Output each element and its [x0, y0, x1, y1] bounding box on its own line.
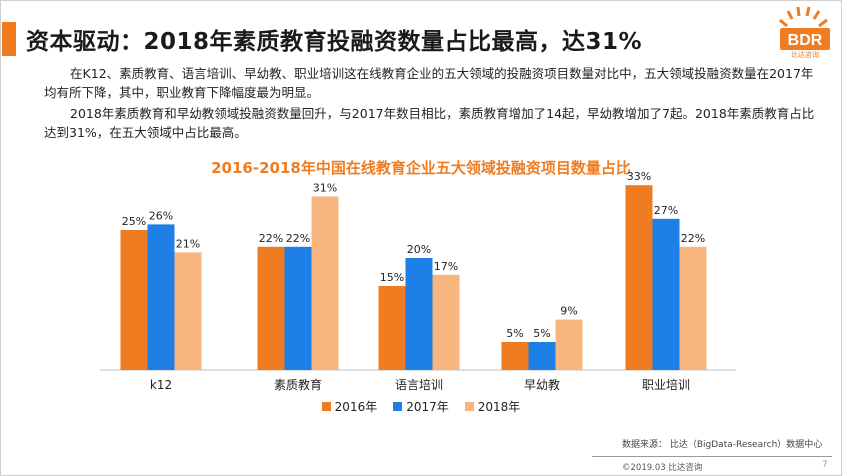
- data-label-2017年-早幼教: 5%: [533, 327, 550, 340]
- logo-text: BDR: [788, 32, 823, 49]
- data-label-2016年-语言培训: 15%: [380, 271, 404, 284]
- data-label-2018年-语言培训: 17%: [434, 260, 458, 273]
- legend-label-2017: 2017年: [406, 400, 449, 414]
- paragraph-2: 2018年素质教育和早幼教领域投融资数量回升，与2017年数目相比，素质教育增加…: [44, 106, 815, 140]
- bar-2017年-职业培训: [652, 218, 680, 370]
- chart-title: 2016-2018年中国在线教育企业五大领域投融资项目数量占比: [211, 159, 631, 177]
- title-accent-bar: [2, 22, 16, 56]
- data-label-2017年-职业培训: 27%: [654, 204, 678, 217]
- bar-2016年-素质教育: [257, 246, 285, 370]
- data-label-2018年-素质教育: 31%: [313, 181, 337, 194]
- bar-2017年-早幼教: [528, 342, 556, 370]
- data-label-2018年-早幼教: 9%: [560, 305, 577, 318]
- bar-2016年-k12: [120, 230, 148, 370]
- bar-2018年-素质教育: [311, 196, 339, 370]
- paragraph-1: 在K12、素质教育、语言培训、早幼教、职业培训这在线教育企业的五大领域的投融资项…: [44, 66, 814, 100]
- data-label-2017年-k12: 26%: [149, 209, 173, 222]
- legend-label-2018: 2018年: [477, 400, 521, 414]
- data-label-2016年-职业培训: 33%: [627, 170, 651, 183]
- data-label-2018年-职业培训: 22%: [681, 232, 705, 245]
- bar-2017年-语言培训: [405, 258, 433, 370]
- data-label-2017年-素质教育: 22%: [286, 232, 310, 245]
- chart-legend: 2016年 2017年 2018年: [0, 398, 842, 415]
- legend-swatch-2016: [321, 402, 331, 411]
- copyright: ©2019.03 比达咨询: [622, 463, 703, 473]
- data-source: 数据来源： 比达（BigData-Research）数据中心: [622, 440, 823, 450]
- bdr-logo: BDR 比达咨询: [779, 6, 830, 58]
- legend-swatch-2018: [464, 402, 474, 411]
- data-label-2017年-语言培训: 20%: [407, 243, 431, 256]
- category-label-k12: k12: [150, 378, 172, 392]
- logo-rays-icon: [779, 6, 828, 28]
- legend-label-2016: 2016年: [334, 400, 378, 414]
- bar-2018年-职业培训: [679, 246, 707, 370]
- legend-swatch-2017: [393, 402, 403, 411]
- category-label-职业培训: 职业培训: [642, 377, 690, 392]
- category-label-语言培训: 语言培训: [395, 377, 443, 392]
- bar-2016年-早幼教: [501, 342, 529, 370]
- data-label-2016年-早幼教: 5%: [506, 327, 523, 340]
- data-label-2016年-k12: 25%: [122, 215, 146, 228]
- category-label-早幼教: 早幼教: [524, 377, 560, 392]
- data-label-2018年-k12: 21%: [176, 237, 200, 250]
- category-label-素质教育: 素质教育: [274, 377, 322, 392]
- bar-2016年-职业培训: [625, 185, 653, 370]
- logo-subtext: 比达咨询: [791, 50, 819, 58]
- legend-item-2016: 2016年: [321, 398, 378, 415]
- footer-divider: [592, 456, 832, 457]
- bar-2018年-k12: [174, 252, 202, 370]
- bar-2018年-语言培训: [432, 274, 460, 370]
- bar-2017年-素质教育: [284, 246, 312, 370]
- bar-2017年-k12: [147, 224, 175, 370]
- legend-item-2018: 2018年: [464, 398, 521, 415]
- legend-item-2017: 2017年: [393, 398, 449, 415]
- data-label-2016年-素质教育: 22%: [259, 232, 283, 245]
- bar-2018年-早幼教: [555, 319, 583, 370]
- bar-2016年-语言培训: [378, 286, 406, 370]
- slide-title: 资本驱动：2018年素质教育投融资数量占比最高，达31%: [26, 29, 643, 55]
- page-number: 7: [822, 460, 828, 470]
